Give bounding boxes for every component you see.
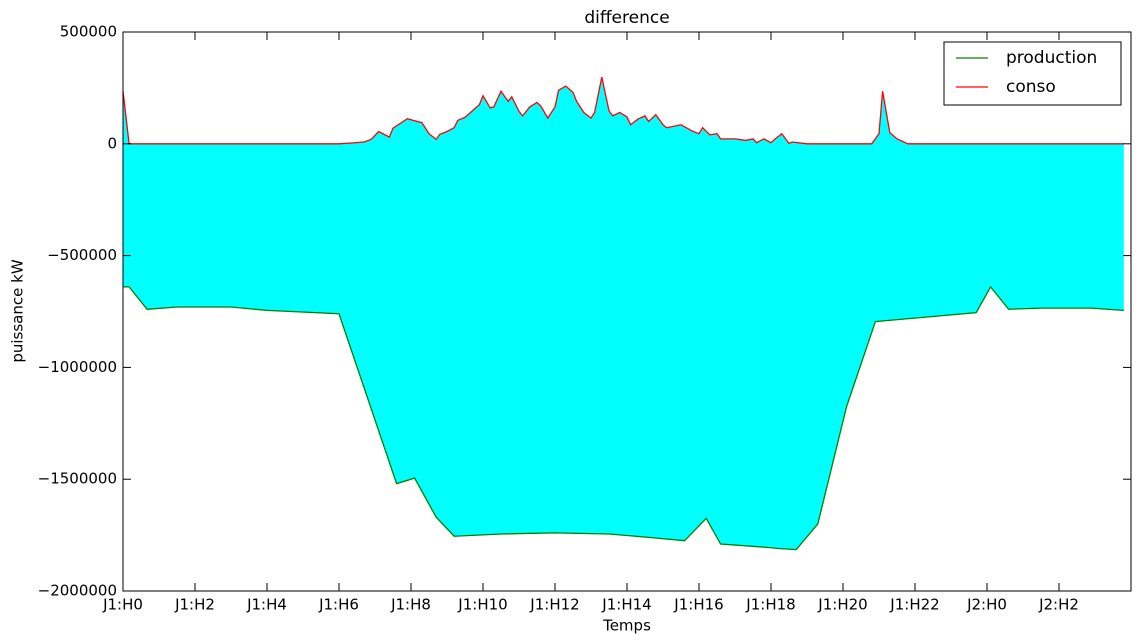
x-tick-label: J1:H0 [102, 596, 143, 614]
y-tick-label: −1000000 [38, 358, 117, 376]
series-line [123, 285, 1124, 551]
x-tick-label: J2:H2 [1038, 596, 1079, 614]
legend-label: production [1006, 48, 1097, 68]
y-tick-label: 0 [107, 134, 117, 152]
x-tick-label: J1:H18 [745, 596, 795, 614]
x-tick-label: J1:H22 [889, 596, 939, 614]
legend-label: conso [1006, 77, 1056, 97]
y-tick-label: −2000000 [38, 582, 117, 600]
x-tick-label: J1:H16 [673, 596, 723, 614]
x-tick-label: J1:H2 [174, 596, 215, 614]
y-tick-label: 500000 [60, 23, 117, 41]
legend: production conso [943, 41, 1122, 106]
series-line [122, 77, 1124, 145]
x-tick-label: J2:H0 [966, 596, 1007, 614]
x-tick-label: J1:H14 [601, 596, 651, 614]
x-tick-label: J1:H4 [246, 596, 287, 614]
legend-box [943, 41, 1122, 106]
x-tick-label: J1:H8 [390, 596, 431, 614]
y-tick-label: −500000 [47, 246, 117, 264]
fill-area [123, 77, 1124, 550]
x-tick-label: J1:H12 [529, 596, 579, 614]
x-tick-label: J1:H6 [318, 596, 359, 614]
x-tick-label: J1:H20 [817, 596, 867, 614]
x-tick-label: J1:H10 [457, 596, 507, 614]
x-axis-label: Temps [602, 617, 651, 635]
chart-title: difference [584, 8, 669, 28]
y-tick-label: −1500000 [38, 470, 117, 488]
y-axis-label: puissance kW [9, 259, 27, 362]
